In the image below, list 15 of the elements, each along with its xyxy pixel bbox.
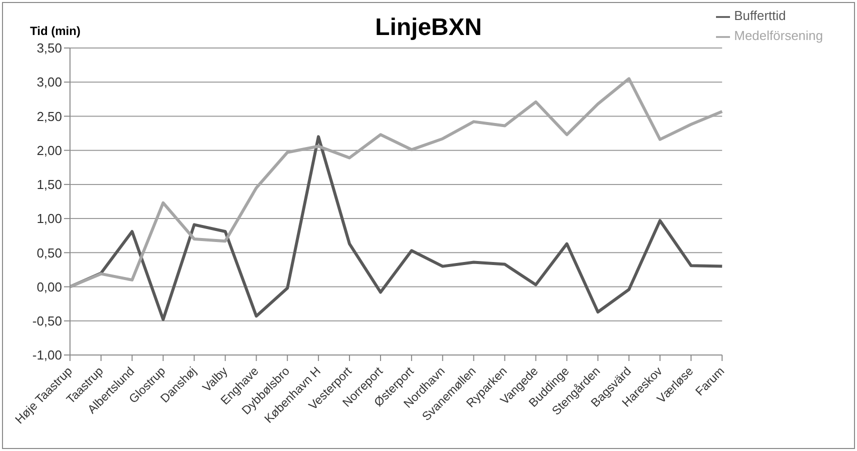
- chart-title: LinjeBXN: [375, 14, 482, 41]
- y-tick-label: -1,00: [32, 348, 62, 363]
- y-tick-label: 1,50: [36, 177, 62, 192]
- y-tick-label: 3,00: [36, 74, 62, 90]
- y-tick-label: -0,50: [32, 314, 62, 329]
- legend-label: Bufferttid: [734, 8, 786, 23]
- y-tick-label: 0,00: [36, 279, 62, 294]
- y-tick-label: 0,50: [36, 245, 62, 260]
- y-axis-title: Tid (min): [30, 24, 80, 38]
- y-tick-label: 2,00: [36, 142, 62, 158]
- y-tick-label: 2,50: [36, 108, 62, 124]
- line-series: [68, 77, 724, 288]
- legend-label: Medelförsening: [734, 28, 823, 43]
- y-tick-label: 1,00: [36, 211, 62, 226]
- y-tick-label: 3,50: [36, 40, 62, 56]
